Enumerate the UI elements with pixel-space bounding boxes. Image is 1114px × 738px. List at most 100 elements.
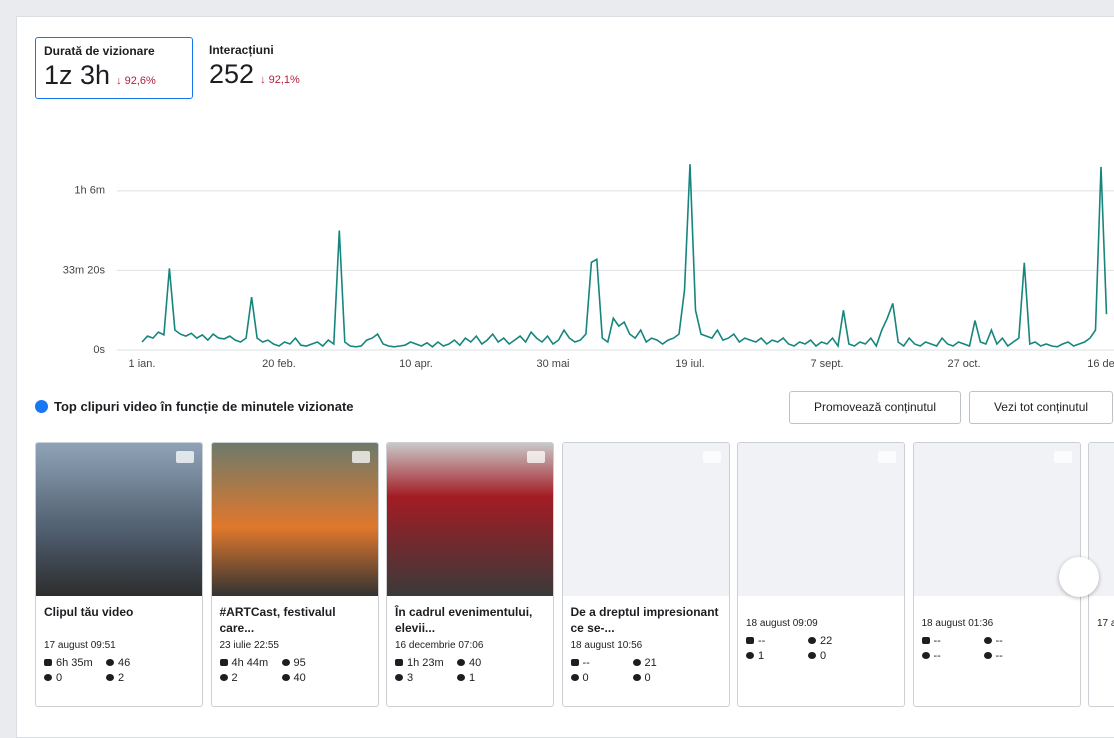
stats: -- -- -- -- (921, 635, 1072, 662)
play-icon (527, 451, 545, 463)
next-arrow[interactable] (1059, 557, 1099, 597)
icon-likes (808, 637, 816, 644)
icon-views (395, 659, 403, 666)
icon-likes (281, 659, 290, 666)
video-title: În cadrul evenimentului, elevii... (395, 605, 533, 635)
stat-shares: 40 (281, 672, 342, 684)
stat-views: -- (921, 635, 984, 647)
stat-shares: 0 (632, 672, 693, 684)
video-card[interactable]: Clipul tău video 17 august 09:51 6h 35m 46 0… (35, 442, 203, 707)
video-title: Clipul tău video (44, 605, 134, 619)
stat-value: 95 (293, 657, 306, 669)
icon-comments (921, 652, 930, 659)
stats: 1h 23m 40 3 1 (395, 657, 545, 684)
icon-comments (44, 674, 52, 681)
metric-value: 1z 3h ↓ 92,6% (44, 60, 184, 91)
stat-views: -- (570, 657, 633, 669)
thumbnail (36, 443, 202, 596)
x-tick-label: 7 sept. (810, 358, 843, 370)
value: 252 (209, 59, 255, 89)
stat-shares: 2 (106, 672, 166, 684)
stat-likes: 21 (632, 657, 693, 669)
stats: 4h 44m 95 2 40 (219, 657, 370, 684)
x-tick-label: 30 mai (536, 358, 569, 370)
button[interactable]: Vezi tot conținutul (969, 391, 1113, 424)
x-tick-label: 19 iul. (675, 358, 704, 370)
panel: Durată de vizionare 1z 3h ↓ 92,6% Interac… (16, 16, 1114, 738)
icon-shares (808, 652, 816, 659)
stat-likes: -- (983, 635, 1044, 647)
play-icon (702, 451, 721, 463)
stat-value: 40 (293, 672, 306, 684)
stat-value: 2 (231, 672, 238, 684)
thumbnail (387, 443, 553, 596)
icon-likes (983, 637, 992, 644)
stat-likes: 40 (457, 657, 517, 669)
stat-value: -- (995, 650, 1003, 662)
video-date: 18 august 09:09 (746, 618, 818, 629)
icon-views (921, 637, 930, 644)
stat-value: 0 (582, 672, 589, 684)
fb-icon (35, 400, 48, 413)
metric-card[interactable]: Interacțiuni 252 ↓ 92,1% (201, 37, 351, 99)
stat-value: 1 (758, 650, 765, 662)
y-tick-label: 1h 6m (74, 185, 105, 197)
video-card[interactable]: De a dreptul impresionant ce se-... 18 au… (561, 442, 730, 707)
icon-likes (106, 659, 114, 666)
stat-views: 4h 44m (219, 657, 282, 669)
stat-value: 0 (644, 672, 651, 684)
y-tick-label: 0s (93, 344, 105, 356)
metric-change: ↓ 92,6% (116, 75, 156, 87)
stat-value: -- (933, 650, 941, 662)
icon-likes (457, 659, 465, 666)
video-card[interactable]: 18 august 01:36 -- -- -- -- (912, 442, 1081, 707)
icon-shares (457, 674, 465, 681)
video-date: 16 decembrie 07:06 (395, 640, 484, 651)
stat-likes: 95 (281, 657, 342, 669)
stat-shares: -- (983, 650, 1044, 662)
x-tick-label: 16 de (1087, 358, 1114, 370)
metric-card[interactable]: Durată de vizionare 1z 3h ↓ 92,6% (35, 37, 193, 99)
icon-views (570, 659, 579, 666)
icon-comments (570, 674, 579, 681)
video-card[interactable]: #ARTCast, festivalul care... 23 iulie 22:… (210, 442, 379, 707)
y-tick-label: 33m 20s (63, 264, 106, 276)
thumbnail (211, 443, 378, 596)
video-card[interactable]: 18 august 09:09 -- 22 1 0 (737, 442, 905, 707)
video-title: De a dreptul impresionant ce se-... (570, 605, 719, 635)
video-date: 17 a (1097, 618, 1114, 629)
stat-value: 46 (118, 657, 131, 669)
stat-views: 1h 23m (395, 657, 457, 669)
thumbnail (738, 443, 904, 596)
stats: -- 22 1 0 (746, 635, 896, 662)
spacer (1097, 604, 1114, 614)
stat-value: 6h 35m (56, 657, 93, 669)
stat-shares: 1 (457, 672, 517, 684)
section-title: Top clipuri video în funcție de minutele… (35, 399, 354, 414)
icon-views (219, 659, 228, 666)
stat-comments: 1 (746, 650, 808, 662)
stat-value: 40 (469, 657, 482, 669)
stat-value: -- (933, 635, 941, 647)
stat-value: 0 (820, 650, 827, 662)
stats: -- 21 0 0 (570, 657, 721, 684)
video-card[interactable]: În cadrul evenimentului, elevii... 16 dec… (386, 442, 554, 707)
chart: 0s 33m 20s 1h 6m 1 ian. 20 feb. 10 apr. 30 mai… (63, 164, 1114, 370)
icon-shares (632, 674, 641, 681)
stat-value: 0 (56, 672, 63, 684)
spacer (746, 604, 896, 614)
icon-comments (395, 674, 403, 681)
stat-value: 3 (407, 672, 414, 684)
metric-value: 252 ↓ 92,1% (209, 59, 343, 90)
button[interactable]: Promovează conținutul (789, 391, 961, 424)
icon-views (746, 637, 754, 644)
stat-comments: 0 (44, 672, 106, 684)
stat-comments: 3 (395, 672, 457, 684)
icon-comments (219, 674, 228, 681)
stat-shares: 0 (808, 650, 868, 662)
play-icon (176, 451, 194, 463)
stat-value: -- (758, 635, 766, 647)
metric-label: Durată de vizionare (44, 44, 155, 58)
stat-value: 22 (820, 635, 833, 647)
video-title: #ARTCast, festivalul care... (219, 605, 336, 635)
